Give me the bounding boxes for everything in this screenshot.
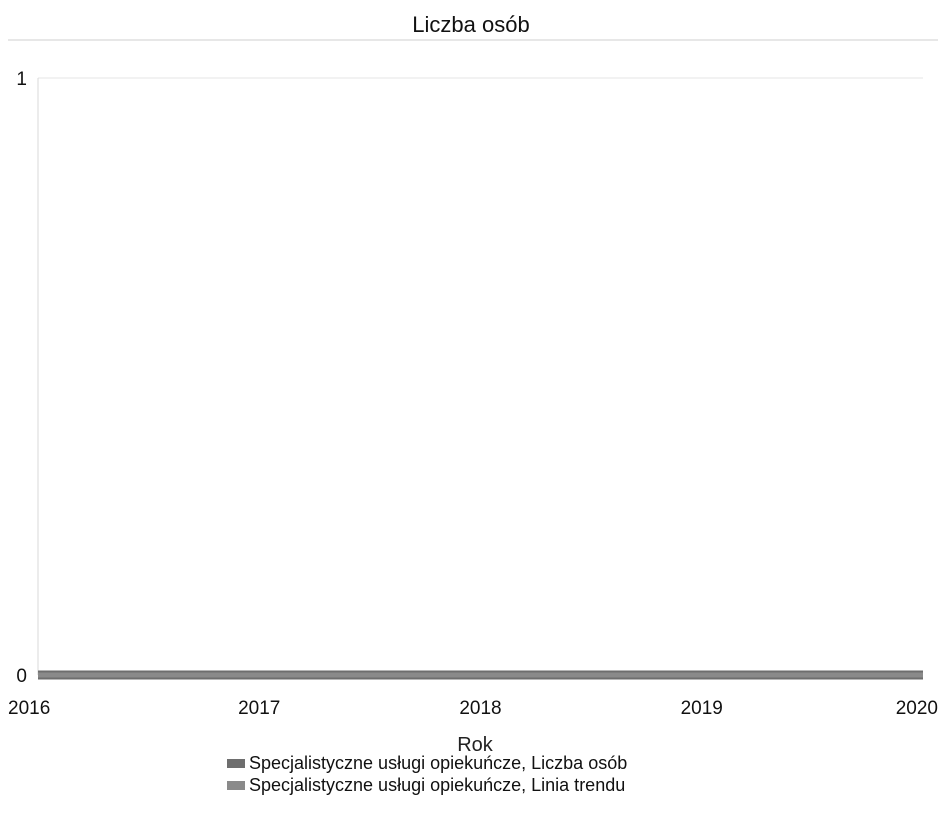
legend: Specjalistyczne usługi opiekuńcze, Liczb… (227, 752, 627, 796)
legend-item-linia-trendu: Specjalistyczne usługi opiekuńcze, Linia… (227, 774, 627, 796)
x-axis-label: Rok (457, 734, 494, 756)
tick-labels: 0 1 2016 2017 2018 2019 2020 (8, 69, 938, 719)
x-tick-label: 2019 (681, 698, 723, 719)
legend-swatch (227, 780, 245, 790)
x-tick-label: 2018 (459, 698, 501, 719)
legend-label: Specjalistyczne usługi opiekuńcze, Liczb… (249, 753, 628, 773)
chart-title: Liczba osób (412, 12, 529, 37)
legend-item-liczba-osob: Specjalistyczne usługi opiekuńcze, Liczb… (227, 752, 627, 774)
x-tick-label: 2020 (896, 698, 938, 719)
legend-swatch (227, 758, 245, 768)
y-tick-label: 1 (16, 69, 27, 90)
y-tick-label: 0 (16, 666, 27, 687)
x-tick-label: 2017 (238, 698, 280, 719)
legend-label: Specjalistyczne usługi opiekuńcze, Linia… (249, 775, 626, 795)
x-tick-label: 2016 (8, 698, 50, 719)
